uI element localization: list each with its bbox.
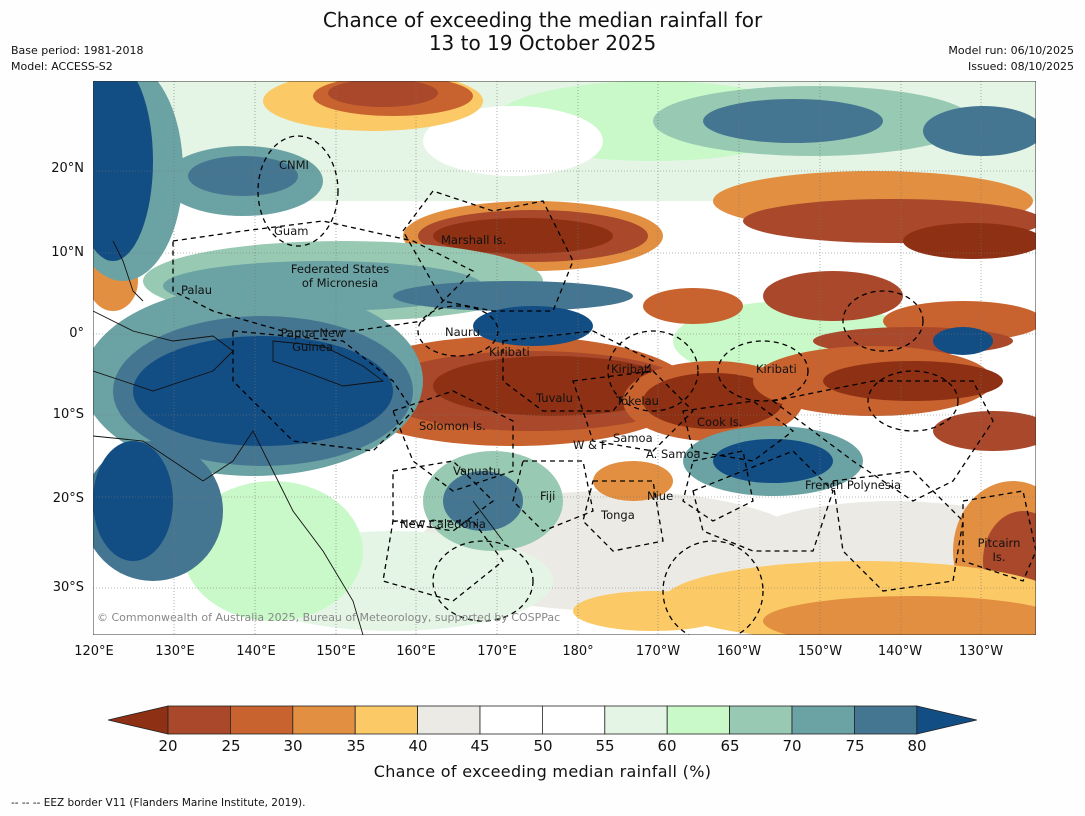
- colorbar-bin: [354, 705, 418, 735]
- meta-left: Base period: 1981-2018 Model: ACCESS-S2: [11, 43, 143, 75]
- region-cook: Cook Is.: [697, 415, 743, 429]
- colorbar-bin: [417, 705, 481, 735]
- rainfall-map: © Commonwealth of Australia 2025, Bureau…: [93, 81, 1036, 635]
- colorbar-bin: [479, 705, 543, 735]
- colorbar-bin: [854, 705, 918, 735]
- region-american-samoa: A. Samoa: [646, 447, 701, 461]
- y-tick: 30°S: [52, 580, 84, 595]
- region-tonga: Tonga: [601, 508, 635, 522]
- cb-tick: 55: [595, 737, 615, 755]
- region-vanuatu: Vanuatu: [453, 464, 501, 478]
- colorbar-bin: [791, 705, 855, 735]
- colorbar-under-arrow: [108, 705, 169, 735]
- meta-right: Model run: 06/10/2025 Issued: 08/10/2025: [948, 43, 1074, 75]
- colorbar-bins: [108, 705, 977, 735]
- x-tick: 130°W: [958, 644, 1004, 659]
- dry-anomalies: [93, 81, 1036, 635]
- region-nauru: Nauru: [445, 325, 480, 339]
- cb-tick: 20: [158, 737, 178, 755]
- issued-date: Issued: 08/10/2025: [967, 60, 1074, 73]
- colorbar-bin: [541, 705, 606, 735]
- region-samoa: Samoa: [613, 431, 653, 445]
- x-tick: 150°W: [797, 644, 843, 659]
- x-tick: 160°W: [716, 644, 762, 659]
- region-pitcairn: Pitcairn Is.: [977, 536, 1021, 564]
- region-tokelau: Tokelau: [616, 394, 659, 408]
- coastlines: [93, 240, 504, 635]
- colorbar-bin: [292, 705, 356, 735]
- cb-tick: 60: [657, 737, 677, 755]
- x-tick: 170°W: [635, 644, 681, 659]
- base-period: Base period: 1981-2018: [11, 44, 144, 57]
- y-tick: 10°N: [51, 245, 84, 260]
- colorbar-bin: [167, 705, 231, 735]
- cb-tick: 65: [720, 737, 740, 755]
- x-tick: 140°W: [877, 644, 923, 659]
- region-new-caledonia: New Caledonia: [400, 517, 486, 531]
- colorbar-bin: [604, 705, 668, 735]
- colorbar-bin: [666, 705, 731, 735]
- region-kiribati-east: Kiribati: [756, 362, 797, 376]
- x-tick: 180°: [562, 644, 594, 659]
- x-tick: 120°E: [74, 644, 114, 659]
- cb-tick: 25: [221, 737, 241, 755]
- cb-tick: 35: [346, 737, 366, 755]
- cb-tick: 70: [782, 737, 802, 755]
- y-tick: 20°N: [51, 161, 84, 176]
- region-png: Papua New Guinea: [280, 326, 345, 354]
- region-tuvalu: Tuvalu: [536, 391, 573, 405]
- region-fiji: Fiji: [540, 489, 556, 503]
- cb-tick: 75: [845, 737, 865, 755]
- region-cnmi: CNMI: [279, 158, 309, 172]
- colorbar-bin: [230, 705, 294, 735]
- cb-tick: 50: [533, 737, 553, 755]
- colorbar: [108, 705, 977, 735]
- model-name: Model: ACCESS-S2: [11, 60, 113, 73]
- eez-borders: [172, 135, 1036, 635]
- graticule: [93, 81, 1036, 635]
- colorbar-bin: [729, 705, 793, 735]
- x-tick: 170°E: [477, 644, 517, 659]
- map-title-line1: Chance of exceeding the median rainfall …: [322, 8, 763, 32]
- cb-tick: 30: [283, 737, 303, 755]
- x-tick: 150°E: [316, 644, 356, 659]
- x-tick: 140°E: [236, 644, 276, 659]
- x-tick: 130°E: [155, 644, 195, 659]
- region-kiribati-west: Kiribati: [489, 345, 530, 359]
- colorbar-label: Chance of exceeding median rainfall (%): [373, 762, 712, 781]
- region-wallis-futuna: W & F: [573, 438, 608, 452]
- eez-footnote: -- -- -- EEZ border V11 (Flanders Marine…: [11, 797, 306, 809]
- y-tick: 0°: [69, 326, 84, 341]
- cb-tick: 45: [470, 737, 490, 755]
- cb-tick: 40: [408, 737, 428, 755]
- region-guam: Guam: [274, 224, 309, 238]
- colorbar-over-arrow: [916, 705, 977, 735]
- wet-anomalies: [93, 81, 1036, 581]
- cb-tick: 80: [907, 737, 927, 755]
- region-marshall: Marshall Is.: [441, 233, 507, 247]
- region-fsm: Federated States of Micronesia: [290, 262, 390, 290]
- y-tick: 10°S: [52, 407, 84, 422]
- y-tick: 20°S: [52, 491, 84, 506]
- region-solomon: Solomon Is.: [419, 419, 486, 433]
- x-tick: 160°E: [396, 644, 436, 659]
- map-copyright: © Commonwealth of Australia 2025, Bureau…: [97, 611, 560, 624]
- model-run: Model run: 06/10/2025: [948, 44, 1074, 57]
- map-title-line2: 13 to 19 October 2025: [428, 31, 657, 55]
- region-french-polynesia: French Polynesia: [805, 478, 902, 492]
- region-niue: Niue: [647, 489, 674, 503]
- region-kiribati-central: Kiribati: [611, 362, 652, 376]
- region-palau: Palau: [181, 283, 212, 297]
